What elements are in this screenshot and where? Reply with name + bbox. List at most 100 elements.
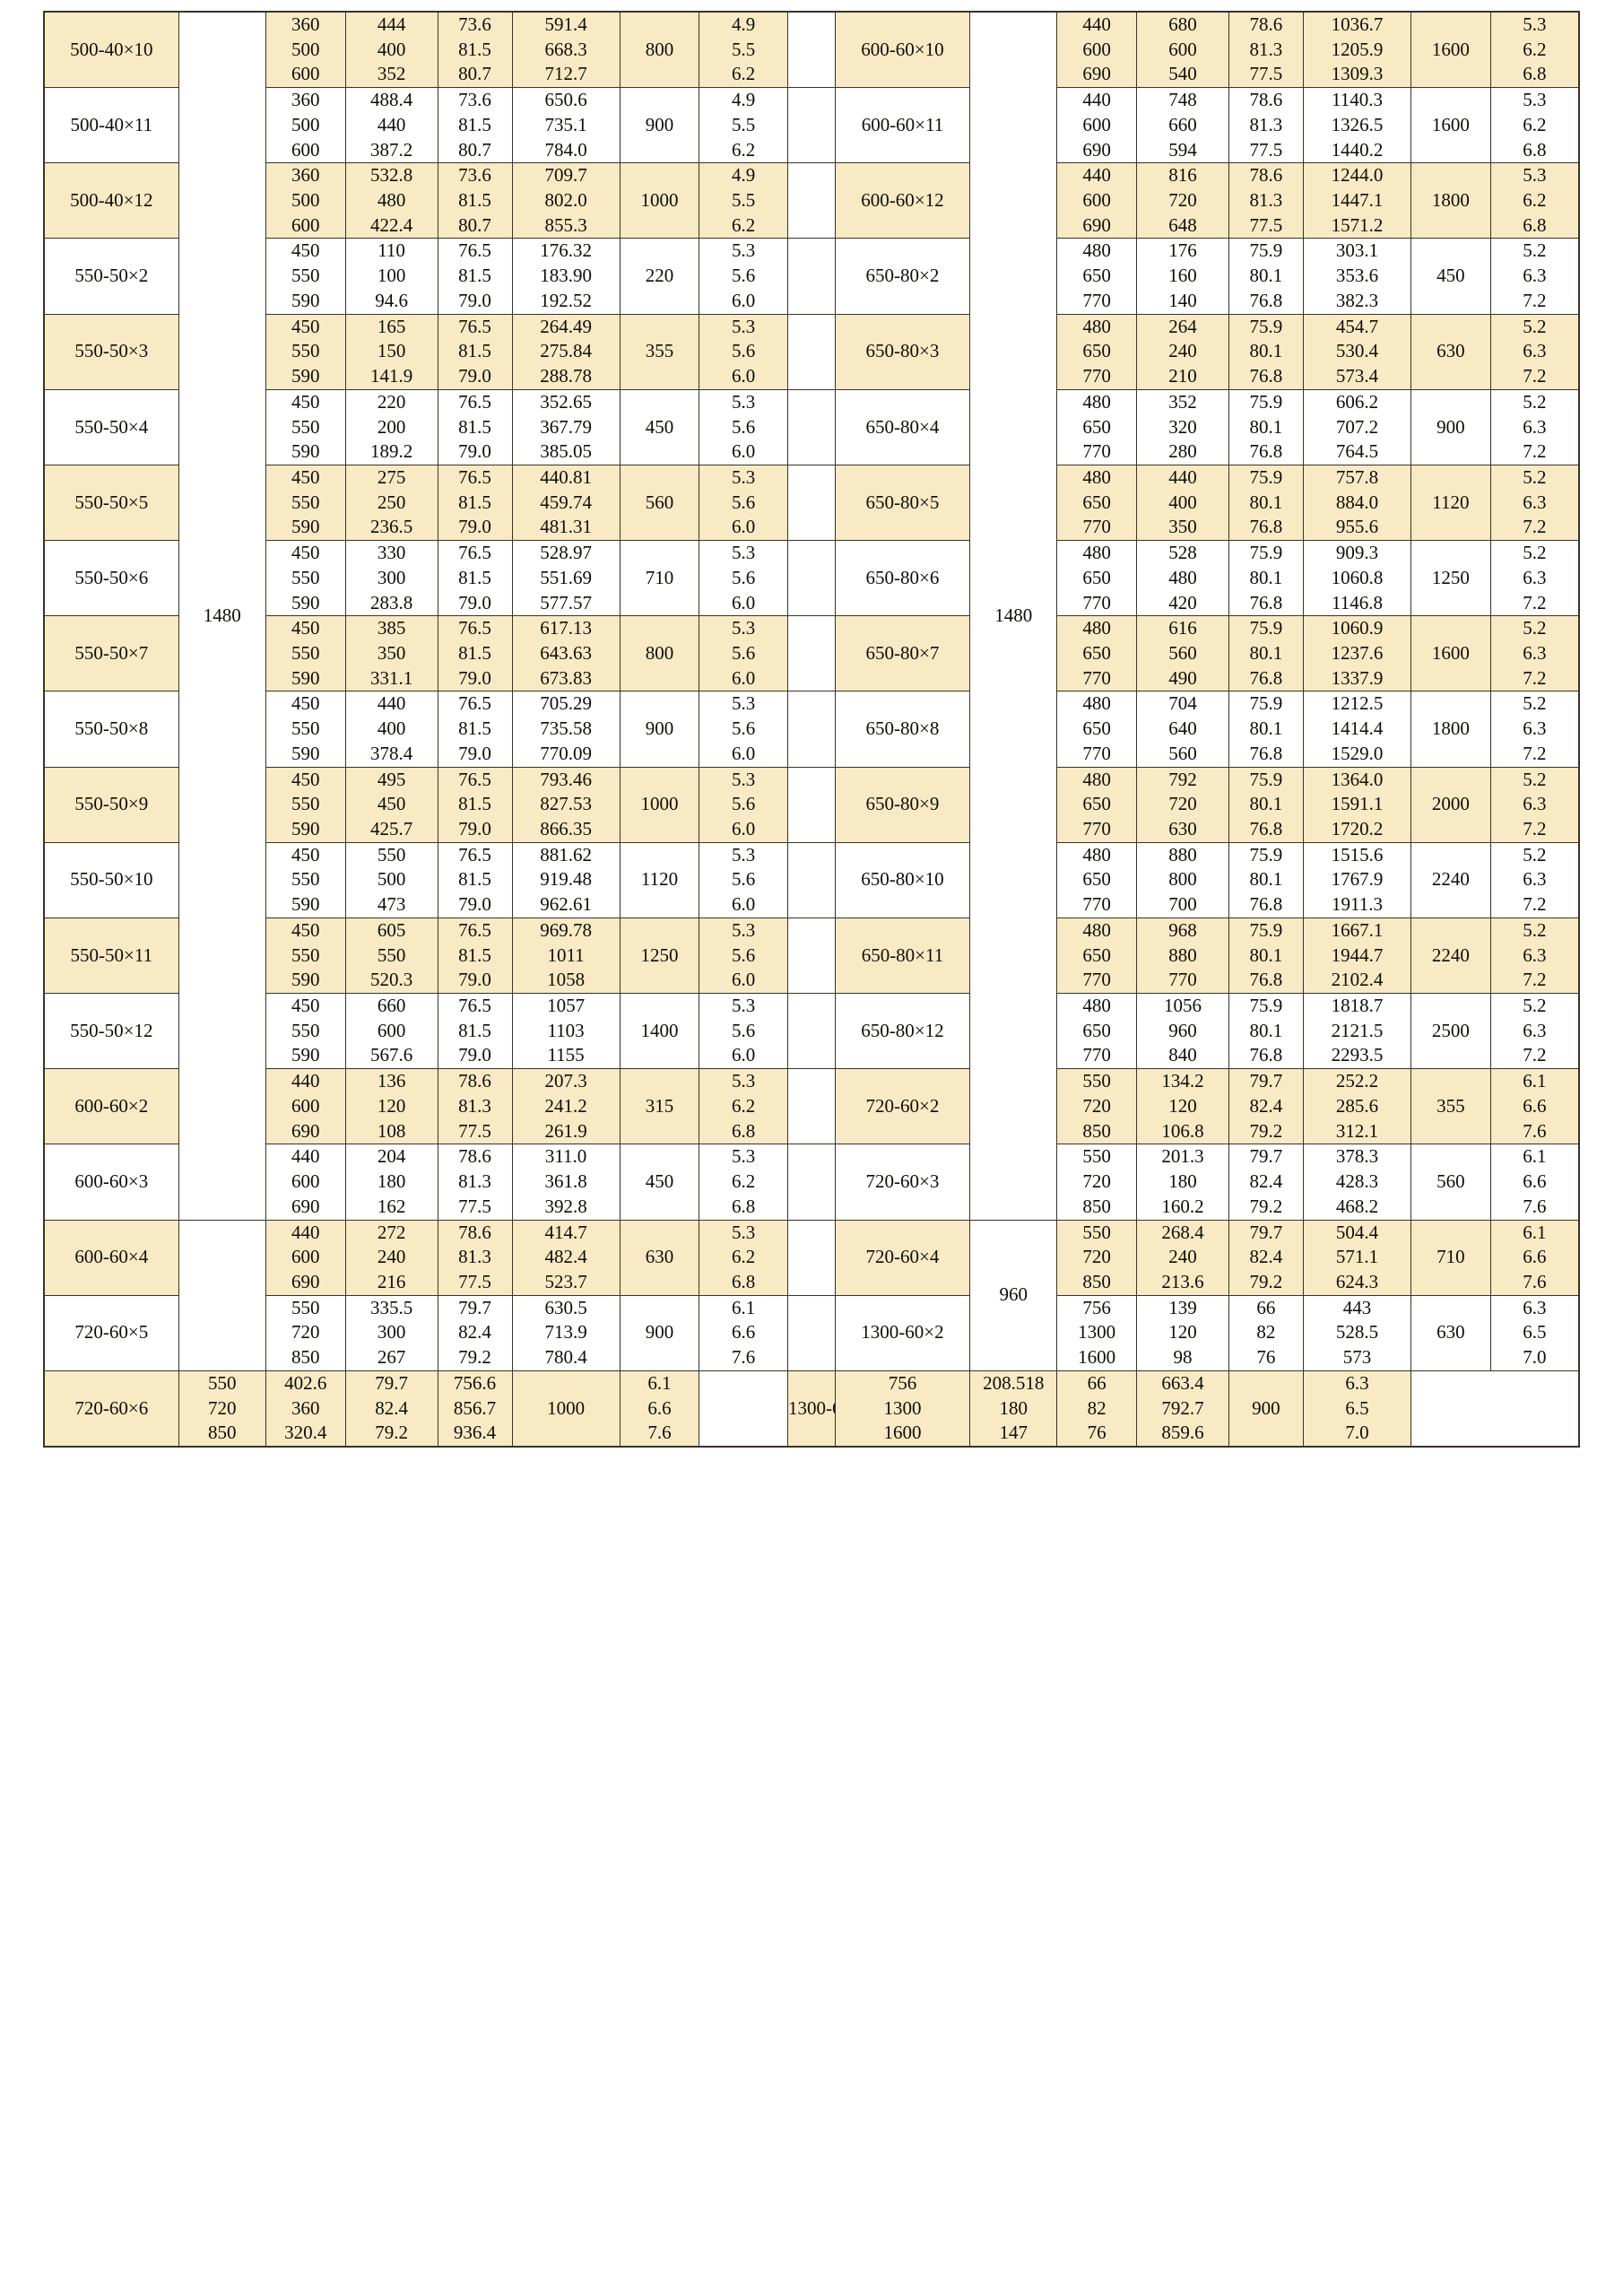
left-col-d-line: 919.48 xyxy=(540,868,592,891)
right-col-c: 66 82 76 xyxy=(1056,1370,1137,1448)
right-col-d: 1212.5 1414.4 1529.0 xyxy=(1302,691,1412,768)
right-model-cell: 650-80×10 xyxy=(834,841,971,918)
right-col-d-line: 1944.7 xyxy=(1331,944,1384,966)
left-col-a-line: 690 xyxy=(291,1270,320,1292)
right-col-d-line: 1140.3 xyxy=(1331,89,1383,111)
left-col-f-line: 6.0 xyxy=(732,893,756,916)
right-col-b: 616 560 490 xyxy=(1135,615,1229,692)
right-col-a-line: 720 xyxy=(1082,1094,1111,1117)
left-col-d-line: 176.32 xyxy=(540,239,592,262)
left-model-cell: 720-60×5 xyxy=(43,1294,179,1371)
left-col-b-line: 532.8 xyxy=(369,164,413,187)
right-col-e: 355 xyxy=(1410,1068,1491,1145)
left-col-d-line: 856.7 xyxy=(453,1396,497,1419)
left-model-cell: 500-40×10 xyxy=(43,11,179,89)
left-col-c-line: 79.0 xyxy=(458,666,491,689)
right-col-d: 1036.7 1205.9 1309.3 xyxy=(1302,11,1412,89)
right-col-c-line: 79.2 xyxy=(1249,1270,1283,1292)
left-col-a-line: 450 xyxy=(291,918,320,941)
right-col-b: 704 640 560 xyxy=(1135,691,1229,768)
column-gap xyxy=(786,313,836,390)
left-col-a-line: 360 xyxy=(291,13,320,35)
left-col-d-line: 183.90 xyxy=(540,265,592,287)
left-col-e: 1000 xyxy=(511,1370,621,1448)
left-col-b-line: 567.6 xyxy=(369,1044,413,1066)
left-col-a-line: 450 xyxy=(291,995,320,1017)
right-col-b-line: 748 xyxy=(1168,89,1197,111)
right-col-c: 79.7 82.4 79.2 xyxy=(1228,1068,1304,1145)
column-gap xyxy=(786,540,836,617)
left-col-a-line: 550 xyxy=(291,641,320,664)
left-col-a: 440 600 690 xyxy=(265,1219,346,1296)
right-col-c-line: 75.9 xyxy=(1249,768,1283,790)
right-col-f-line: 6.3 xyxy=(1345,1371,1369,1394)
right-col-a-line: 770 xyxy=(1082,666,1111,689)
column-gap xyxy=(786,1294,836,1371)
left-col-d-line: 261.9 xyxy=(544,1119,587,1142)
right-col-c: 78.6 81.3 77.5 xyxy=(1228,162,1304,239)
left-col-a-line: 360 xyxy=(291,89,320,111)
right-col-b-line: 840 xyxy=(1168,1044,1197,1066)
right-col-c: 75.9 80.1 76.8 xyxy=(1228,540,1304,617)
right-col-d: 1667.1 1944.7 2102.4 xyxy=(1302,917,1412,995)
right-col-c-line: 79.2 xyxy=(1249,1195,1283,1217)
left-col-d-line: 1011 xyxy=(547,944,585,966)
left-col-e: 560 xyxy=(619,464,700,542)
right-col-c-line: 78.6 xyxy=(1249,164,1283,187)
left-col-a-line: 450 xyxy=(291,843,320,865)
right-col-a-line: 756 xyxy=(888,1371,917,1394)
left-col-a-line: 590 xyxy=(291,591,320,613)
right-col-b: 264 240 210 xyxy=(1135,313,1229,390)
left-col-d-line: 650.6 xyxy=(544,89,587,111)
left-col-c-line: 80.7 xyxy=(458,138,491,161)
right-col-f-line: 6.2 xyxy=(1523,38,1547,60)
left-col-f-line: 5.3 xyxy=(732,1221,756,1243)
right-col-b-line: 208.518 xyxy=(983,1371,1045,1394)
right-col-b-line: 240 xyxy=(1168,1246,1197,1268)
right-col-f-line: 5.2 xyxy=(1523,542,1547,564)
right-col-d-line: 1146.8 xyxy=(1331,591,1383,613)
left-col-f-line: 5.6 xyxy=(732,641,756,664)
right-col-c: 75.9 80.1 76.8 xyxy=(1228,766,1304,843)
left-rpm-cell: 1480 xyxy=(178,11,266,1221)
right-col-b-line: 792 xyxy=(1168,768,1197,790)
left-col-d-line: 275.84 xyxy=(540,340,592,362)
table-row: 550-50×12 450 550 590 660 600 567.6 76.5 81.5 79.… xyxy=(43,993,1580,1070)
left-col-f: 5.3 5.6 6.0 xyxy=(699,766,788,843)
left-col-c-line: 79.2 xyxy=(375,1422,408,1444)
left-col-e: 220 xyxy=(619,238,700,315)
right-col-f-line: 6.3 xyxy=(1523,718,1547,740)
left-col-c: 76.5 81.5 79.0 xyxy=(437,464,513,542)
right-col-b-line: 160 xyxy=(1168,265,1197,287)
column-gap xyxy=(699,1370,788,1448)
right-rpm-cell: 960 xyxy=(969,1219,1058,1371)
right-model-cell: 650-80×7 xyxy=(834,615,971,692)
left-col-a-line: 550 xyxy=(291,265,320,287)
right-col-b: 792 720 630 xyxy=(1135,766,1229,843)
left-col-c-line: 79.0 xyxy=(458,516,491,538)
left-col-c: 76.5 81.5 79.0 xyxy=(437,313,513,390)
left-col-c-line: 73.6 xyxy=(458,13,491,35)
left-col-b: 330 300 283.8 xyxy=(344,540,438,617)
right-col-c-line: 77.5 xyxy=(1249,63,1283,85)
right-col-d: 909.3 1060.8 1146.8 xyxy=(1302,540,1412,617)
left-col-b-line: 283.8 xyxy=(369,591,413,613)
left-col-b-line: 94.6 xyxy=(375,289,408,311)
right-col-a: 480 650 770 xyxy=(1056,993,1137,1070)
right-col-e: 1120 xyxy=(1410,464,1491,542)
left-col-a-line: 450 xyxy=(291,768,320,790)
left-col-f-line: 5.6 xyxy=(732,566,756,588)
left-col-b-line: 330 xyxy=(377,542,406,564)
right-col-a: 480 650 770 xyxy=(1056,691,1137,768)
left-col-f-line: 6.0 xyxy=(732,440,756,463)
left-col-b-line: 275 xyxy=(377,465,406,488)
right-col-b: 680 600 540 xyxy=(1135,11,1229,89)
left-col-a: 360 500 600 xyxy=(265,162,346,239)
right-col-b-line: 700 xyxy=(1168,893,1197,916)
left-col-a-line: 690 xyxy=(291,1119,320,1142)
right-col-f-line: 7.2 xyxy=(1523,969,1547,991)
left-col-b-line: 220 xyxy=(377,390,406,413)
right-col-a: 756 1300 1600 xyxy=(1056,1294,1137,1371)
left-col-c: 79.7 82.4 79.2 xyxy=(437,1294,513,1371)
right-col-a-line: 650 xyxy=(1082,944,1111,966)
